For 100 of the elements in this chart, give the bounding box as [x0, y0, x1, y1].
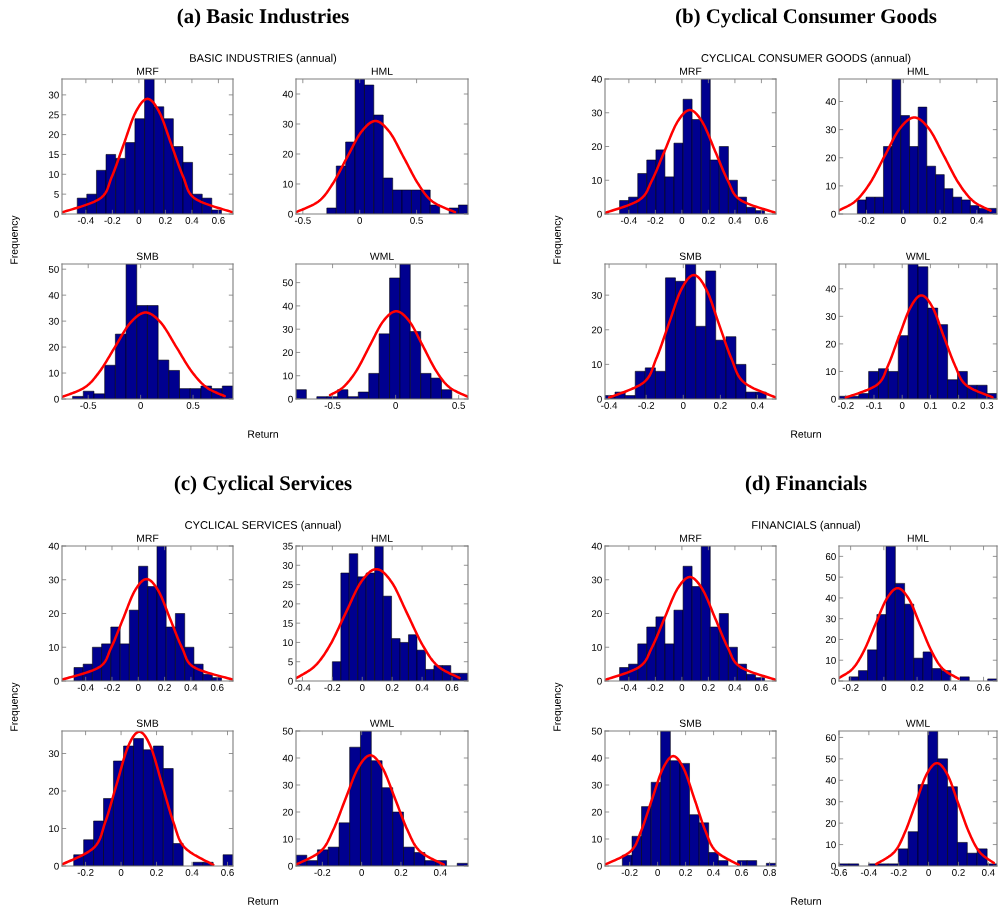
x-tick-label: 0.4 [415, 684, 429, 691]
y-tick-label: 30 [825, 615, 836, 623]
y-tick-label: 30 [282, 325, 293, 333]
x-tick-label: 0 [926, 869, 931, 876]
y-tick-label: 30 [48, 317, 59, 325]
x-tick-label: 0 [900, 217, 906, 224]
y-tick-label: 35 [282, 542, 293, 550]
y-tick-label: 20 [282, 808, 293, 816]
y-tick-label: 10 [592, 361, 602, 368]
y-tick-label: 40 [825, 594, 836, 602]
y-tick-label: 30 [48, 91, 59, 99]
y-tick-label: 20 [282, 600, 293, 608]
y-tick-label: 40 [282, 302, 293, 310]
chart-title: WML [905, 252, 930, 260]
x-tick-label: 0.4 [433, 869, 447, 876]
x-tick-label: 0 [679, 217, 685, 224]
y-tick-label: 15 [49, 151, 59, 159]
x-tick-label: -0.2 [890, 869, 907, 876]
y-tick-label: 5 [54, 190, 59, 198]
x-tick-label: 0.2 [679, 869, 692, 876]
y-tick-label: 0 [597, 677, 602, 685]
y-tick-label: 0 [288, 395, 293, 403]
x-tick-label: 0 [359, 869, 364, 876]
y-axis-title: Frequency [553, 682, 563, 731]
y-tick-label: 20 [591, 143, 602, 151]
x-tick-label: 0.5 [186, 402, 200, 409]
x-tick-label: 0.4 [751, 402, 764, 409]
x-tick-label: 0 [899, 402, 905, 409]
y-tick-label: 30 [48, 576, 59, 584]
y-tick-label: 0 [54, 210, 59, 218]
x-tick-label: -0.2 [638, 402, 655, 409]
x-tick-label: 0.1 [924, 402, 937, 409]
x-tick-label: -0.4 [620, 684, 637, 691]
chart-title: HML [371, 67, 393, 75]
x-tick-label: 0.4 [707, 869, 721, 876]
chart-title: SMB [679, 252, 702, 260]
y-tick-label: 0 [54, 395, 59, 403]
x-tick-label: 0 [680, 402, 686, 409]
y-tick-label: 20 [282, 349, 293, 357]
x-tick-label: -0.2 [837, 402, 854, 409]
y-tick-label: 10 [826, 368, 836, 376]
y-tick-label: 10 [49, 171, 59, 178]
y-tick-label: 10 [49, 369, 59, 377]
text: CYCLICAL SERVICES (annual) [185, 520, 341, 532]
x-tick-label: -0.2 [647, 684, 664, 691]
x-tick-label: 0.4 [943, 684, 957, 691]
y-tick-label: 40 [825, 777, 836, 784]
y-tick-label: 20 [591, 326, 602, 334]
x-tick-label: 0.4 [728, 684, 742, 691]
text: (a) Basic Industries [177, 8, 349, 28]
y-tick-label: 10 [49, 825, 59, 833]
x-tick-label: -0.5 [324, 402, 341, 409]
y-tick-label: 50 [282, 279, 293, 287]
y-tick-label: 10 [49, 643, 59, 651]
x-tick-label: 0 [136, 217, 142, 224]
x-tick-label: 0.4 [970, 217, 984, 224]
x-tick-label: -0.1 [866, 402, 882, 409]
y-tick-label: 10 [283, 639, 293, 647]
y-axis-title: Frequency [553, 215, 563, 264]
x-tick-label: 0 [138, 402, 143, 409]
text: FINANCIALS (annual) [752, 520, 860, 532]
x-tick-label: 0 [655, 869, 660, 876]
y-axis-title: Frequency [10, 682, 20, 731]
y-tick-label: 30 [825, 126, 836, 134]
text: (d) Financials [745, 475, 867, 495]
x-tick-label: -0.2 [104, 684, 120, 691]
x-axis-title: Return [248, 897, 278, 905]
x-tick-label: -0.5 [80, 402, 97, 409]
y-tick-label: 0 [597, 210, 602, 218]
chart-title: MRF [137, 67, 159, 75]
chart-title: MRF [137, 534, 159, 542]
y-tick-label: 0 [831, 210, 836, 218]
y-tick-label: 10 [592, 643, 602, 651]
x-tick-label: 0.2 [702, 217, 715, 224]
y-tick-label: 60 [825, 734, 836, 742]
x-tick-label: 0.3 [980, 402, 994, 409]
y-tick-label: 50 [825, 573, 836, 581]
y-tick-label: 10 [283, 835, 293, 843]
chart-title: SMB [136, 719, 159, 727]
y-tick-label: 60 [825, 553, 836, 560]
y-tick-label: 0 [831, 677, 836, 685]
chart-title: SMB [679, 719, 702, 727]
chart-title: WML [369, 719, 394, 727]
y-tick-label: 0 [54, 677, 59, 685]
chart-title: HML [907, 67, 929, 75]
chart-title: SMB [136, 252, 159, 260]
y-tick-label: 0 [288, 677, 293, 685]
x-tick-label: -0.6 [831, 869, 847, 876]
y-axis-title: Frequency [10, 215, 20, 264]
y-tick-label: 5 [288, 658, 293, 666]
x-tick-label: 0.6 [755, 684, 768, 691]
x-tick-label: -0.2 [77, 869, 94, 876]
x-tick-label: 0.2 [394, 869, 408, 876]
x-tick-label: 0.4 [981, 869, 995, 876]
x-tick-label: -0.4 [294, 684, 311, 691]
y-tick-label: 40 [48, 291, 59, 299]
x-tick-label: -0.4 [77, 684, 94, 691]
x-axis-title: Return [791, 430, 821, 438]
x-tick-label: -0.2 [647, 217, 664, 224]
y-tick-label: 10 [592, 835, 602, 843]
